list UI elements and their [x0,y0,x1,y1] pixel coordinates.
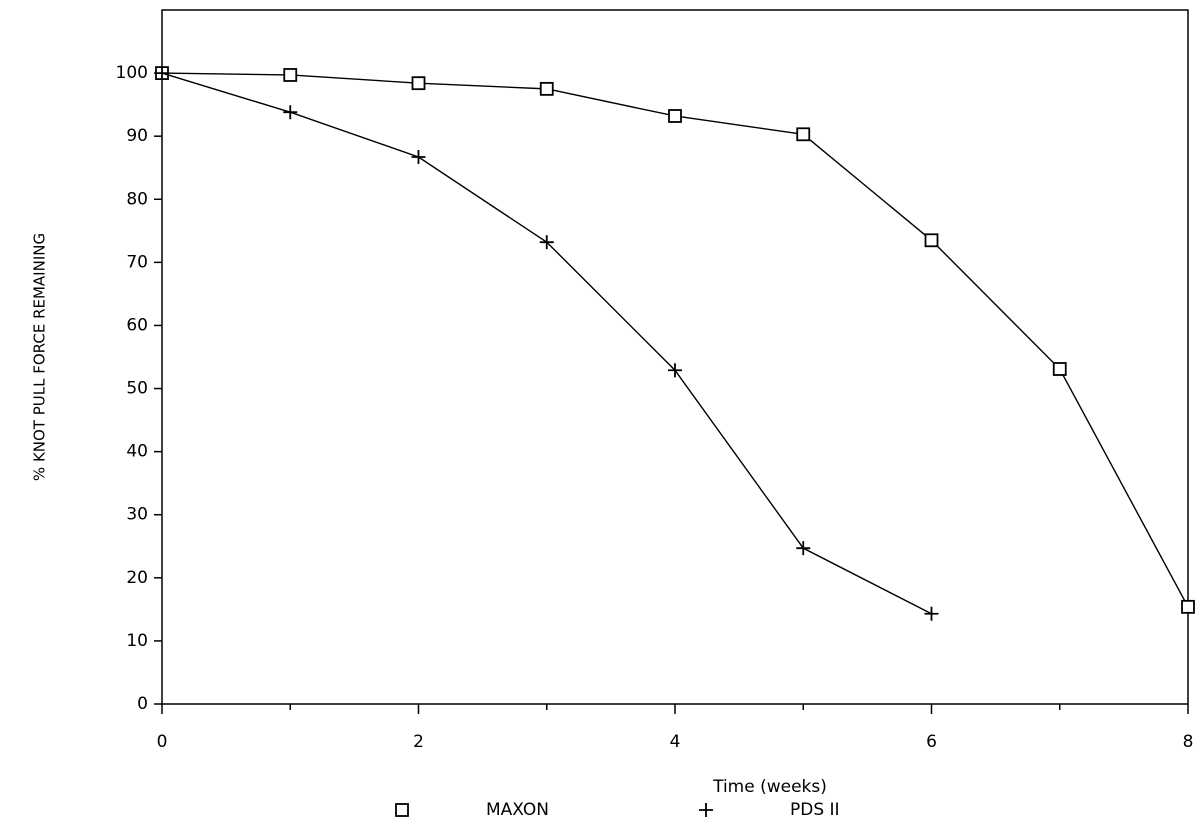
marker [669,110,681,122]
marker [796,541,810,555]
y-tick-label: 40 [126,442,148,462]
marker [797,128,809,140]
y-tick-label: 90 [126,126,148,146]
y-tick-label: 30 [126,505,148,525]
marker [1182,601,1194,613]
marker [283,105,297,119]
marker [925,607,939,621]
legend-label: PDS II [790,800,840,820]
x-tick-label: 4 [670,732,681,752]
legend-marker [396,804,408,816]
x-tick-label: 8 [1183,732,1194,752]
x-tick-label: 6 [926,732,937,752]
y-tick-label: 80 [126,189,148,209]
series-line [162,73,932,614]
x-tick-label: 0 [157,732,168,752]
legend-marker [699,803,713,817]
y-tick-label: 50 [126,379,148,399]
series-line [162,73,1188,607]
marker [926,234,938,246]
marker [541,83,553,95]
chart: Time (weeks) % KNOT PULL FORCE REMAINING… [0,0,1199,826]
y-tick-label: 70 [126,252,148,272]
y-axis-label: % KNOT PULL FORCE REMAINING [31,233,49,481]
marker [412,150,426,164]
x-tick-label: 2 [413,732,424,752]
y-tick-label: 10 [126,631,148,651]
marker [413,77,425,89]
y-tick-label: 0 [137,694,148,714]
marker [1054,363,1066,375]
y-tick-label: 100 [116,63,148,83]
y-tick-label: 60 [126,315,148,335]
legend-label: MAXON [486,800,549,820]
x-axis-label: Time (weeks) [712,777,827,797]
marker [284,69,296,81]
y-tick-label: 20 [126,568,148,588]
